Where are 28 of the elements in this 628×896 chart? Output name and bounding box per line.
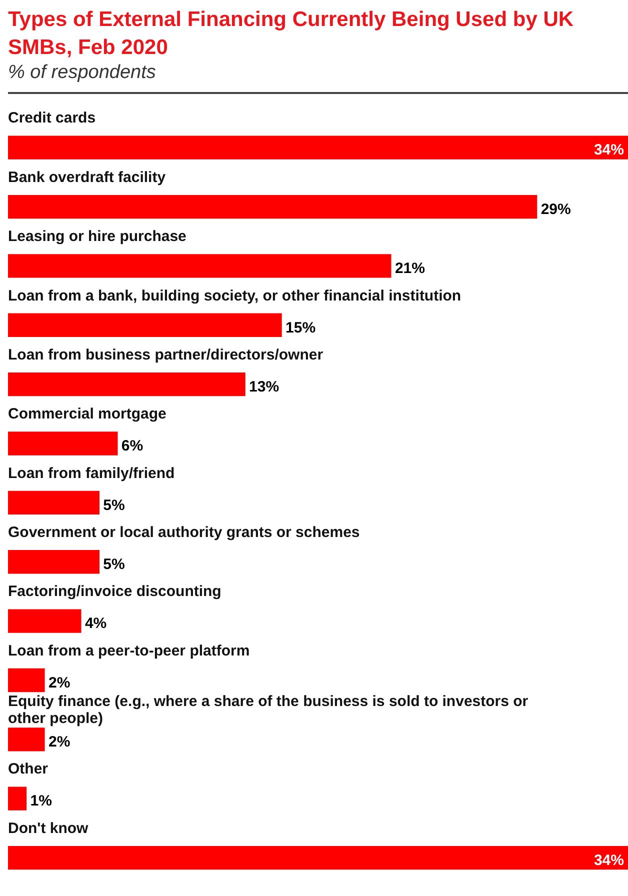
data-label: 5% (103, 496, 125, 514)
data-label: 4% (84, 615, 107, 632)
y-tick-label: Don't know (8, 820, 89, 837)
data-label: 2% (48, 734, 70, 751)
data-label: 15% (286, 319, 316, 336)
y-tick-label: Government or local authority grants or schemes (8, 524, 360, 542)
y-tick-label: Factoring/invoice discounting (8, 583, 222, 600)
data-label: 34% (594, 142, 624, 159)
data-label: 13% (249, 378, 280, 396)
y-tick-label: Loan from family/friend (8, 464, 175, 482)
y-tick-label: Equity finance (e.g., where a share of the business is sold to investors or other people) (8, 692, 528, 728)
data-label: 1% (30, 792, 52, 810)
data-label: 34% (594, 852, 624, 869)
data-label: 5% (103, 556, 125, 574)
chart-subtitle: % of respondents (8, 62, 156, 84)
data-label: 29% (540, 200, 571, 218)
data-label: 6% (121, 438, 144, 455)
data-label: 2% (48, 674, 70, 692)
y-tick-label: Loan from a bank, building society, or other financial institution (8, 287, 462, 304)
y-tick-label: Loan from business partner/directors/owner (8, 346, 324, 364)
y-tick-label: Loan from a peer-to-peer platform (8, 642, 250, 660)
y-tick-label: Leasing or hire purchase (8, 228, 186, 246)
y-tick-label: Credit cards (8, 110, 96, 127)
y-tick-label: Commercial mortgage (8, 406, 166, 423)
chart-title: Types of External Financing Currently Being Used by UK SMBs, Feb 2020 (8, 7, 575, 61)
y-tick-label: Other (8, 760, 48, 778)
data-label: 21% (394, 260, 425, 278)
y-tick-label: Bank overdraft facility (8, 168, 166, 186)
